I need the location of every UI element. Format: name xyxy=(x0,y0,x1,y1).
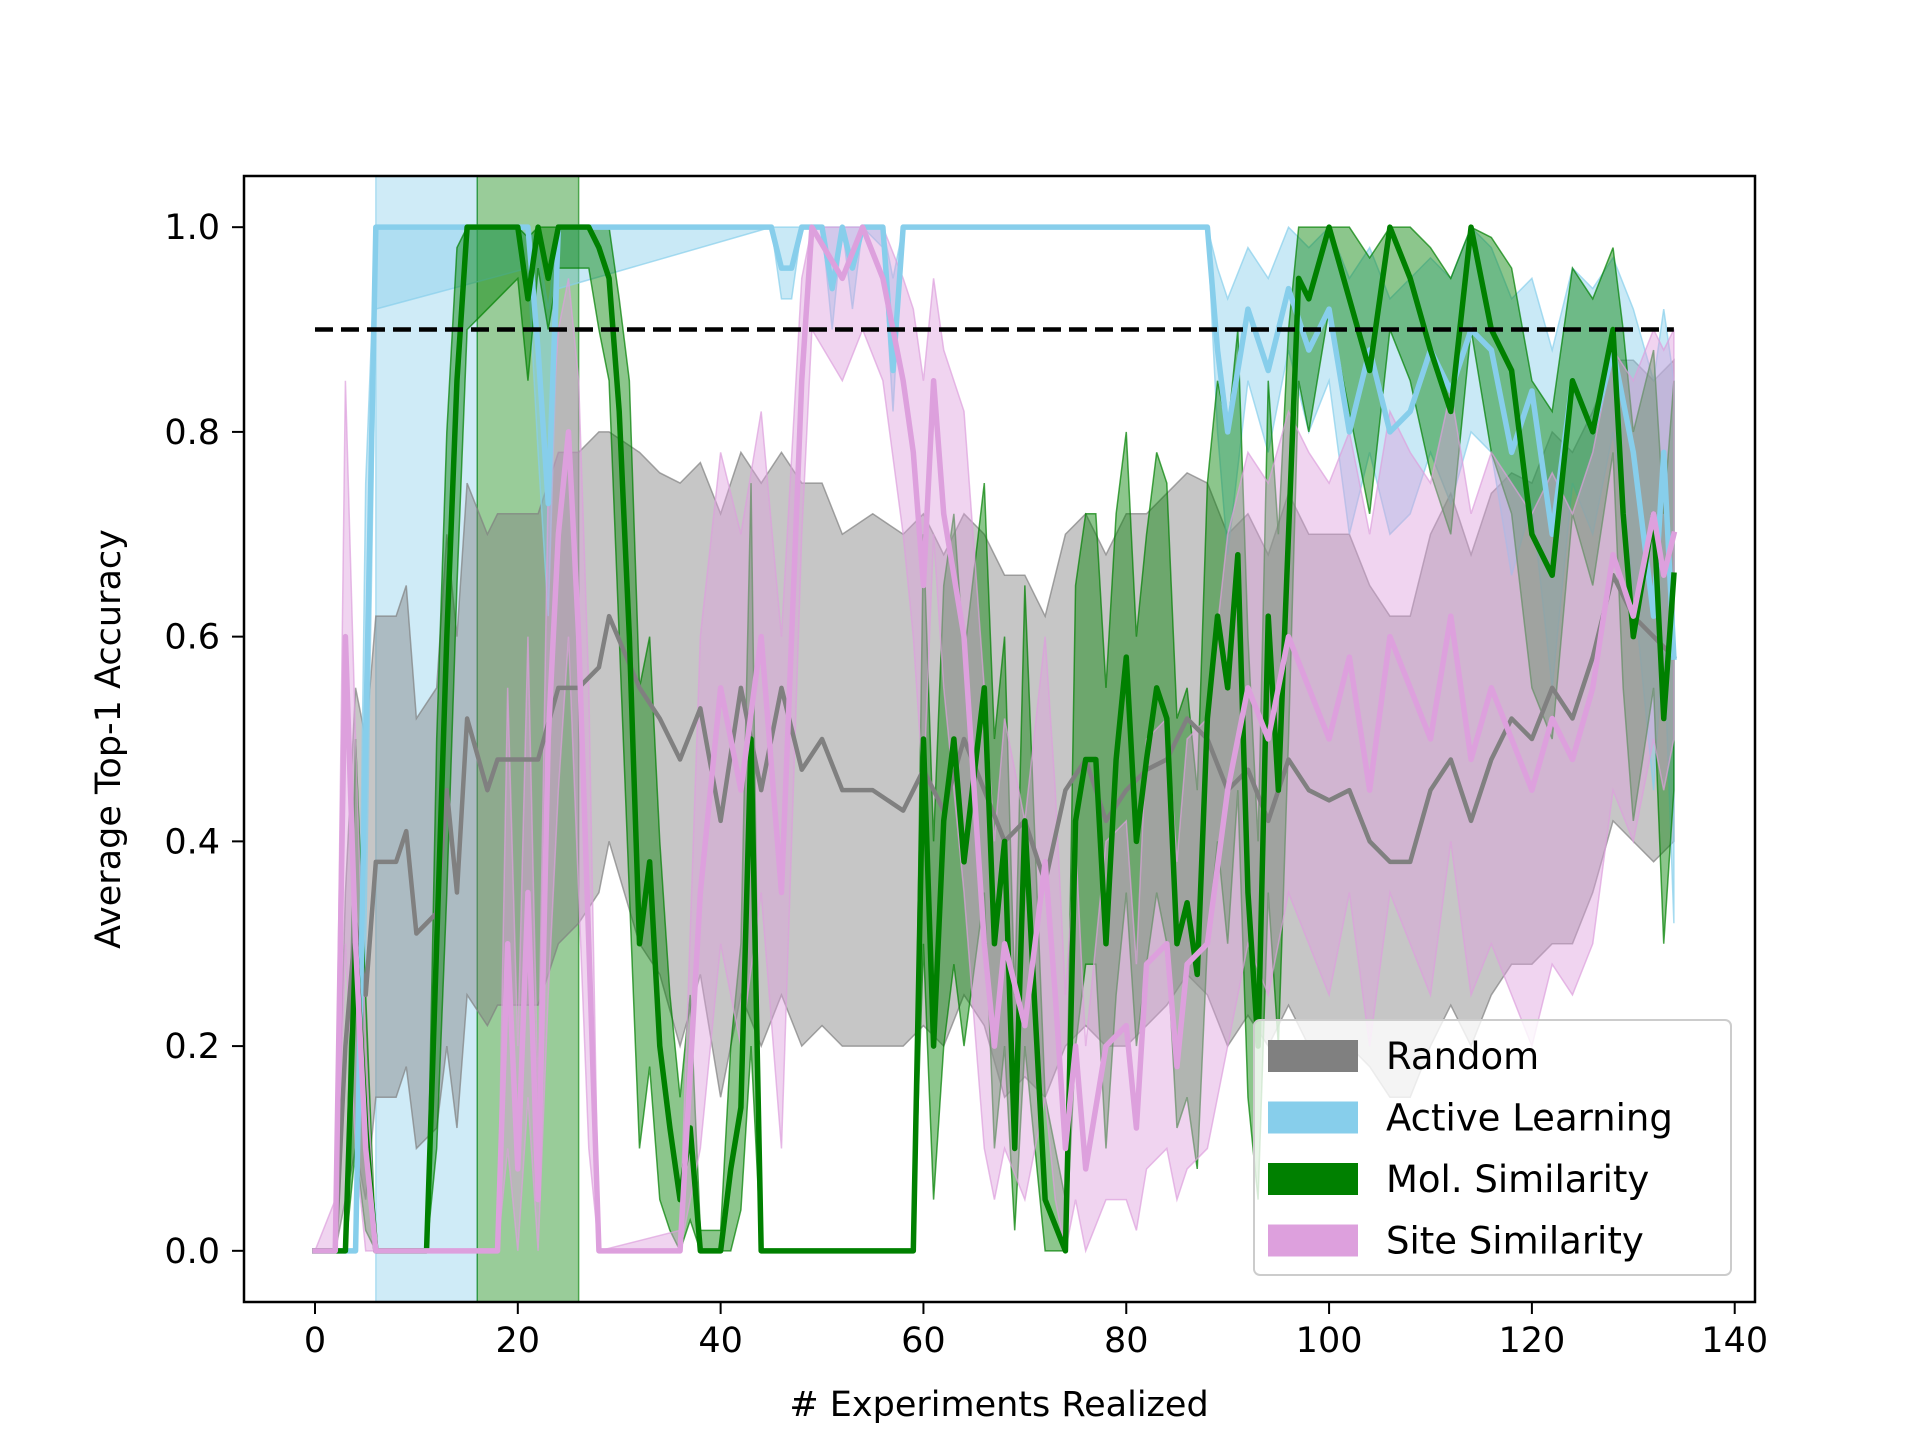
y-axis: 0.0 0.2 0.4 0.6 0.8 1.0 xyxy=(164,208,244,1272)
plot-frame xyxy=(242,174,1757,1304)
legend-swatch xyxy=(1268,1163,1358,1195)
y-tick-label: 0.2 xyxy=(164,1027,220,1067)
legend-swatch xyxy=(1268,1224,1358,1257)
legend-item-random: Random xyxy=(1268,1035,1539,1078)
legend-swatch xyxy=(1268,1040,1358,1072)
y-tick-label: 0.4 xyxy=(164,822,220,862)
x-tick-label: 0 xyxy=(304,1321,326,1361)
y-tick-label: 0.0 xyxy=(164,1232,220,1272)
x-tick-label: 60 xyxy=(901,1321,946,1361)
x-tick-label: 100 xyxy=(1296,1321,1363,1361)
legend-item-active-learning: Active Learning xyxy=(1268,1097,1673,1140)
legend: Random Active Learning Mol. Similarity Site… xyxy=(1253,1019,1732,1276)
legend-item-site-similarity: Site Similarity xyxy=(1268,1220,1644,1263)
legend-label: Mol. Similarity xyxy=(1386,1158,1649,1201)
legend-label: Site Similarity xyxy=(1386,1220,1644,1263)
random-line xyxy=(312,572,1678,1254)
x-axis-label: # Experiments Realized xyxy=(789,1385,1208,1425)
x-tick-label: 20 xyxy=(496,1321,541,1361)
x-tick-label: 120 xyxy=(1498,1321,1565,1361)
legend-label: Random xyxy=(1386,1035,1539,1078)
x-tick-label: 140 xyxy=(1701,1321,1768,1361)
y-axis-label: Average Top-1 Accuracy xyxy=(89,529,129,949)
active-learning-line xyxy=(312,224,1677,1254)
series-lines xyxy=(312,224,1678,1254)
legend-box xyxy=(1253,1019,1732,1276)
mol-similarity-line xyxy=(312,224,1677,1254)
x-axis: 0 20 40 60 80 100 120 140 xyxy=(304,1302,1768,1361)
x-tick-label: 80 xyxy=(1104,1321,1149,1361)
y-tick-label: 0.6 xyxy=(164,618,220,658)
x-tick-label: 40 xyxy=(698,1321,743,1361)
y-tick-label: 1.0 xyxy=(164,208,220,248)
site-similarity-line xyxy=(312,224,1678,1254)
y-tick-label: 0.8 xyxy=(164,413,220,453)
legend-swatch xyxy=(1268,1101,1358,1134)
legend-item-mol-similarity: Mol. Similarity xyxy=(1268,1158,1649,1201)
legend-label: Active Learning xyxy=(1386,1097,1673,1140)
